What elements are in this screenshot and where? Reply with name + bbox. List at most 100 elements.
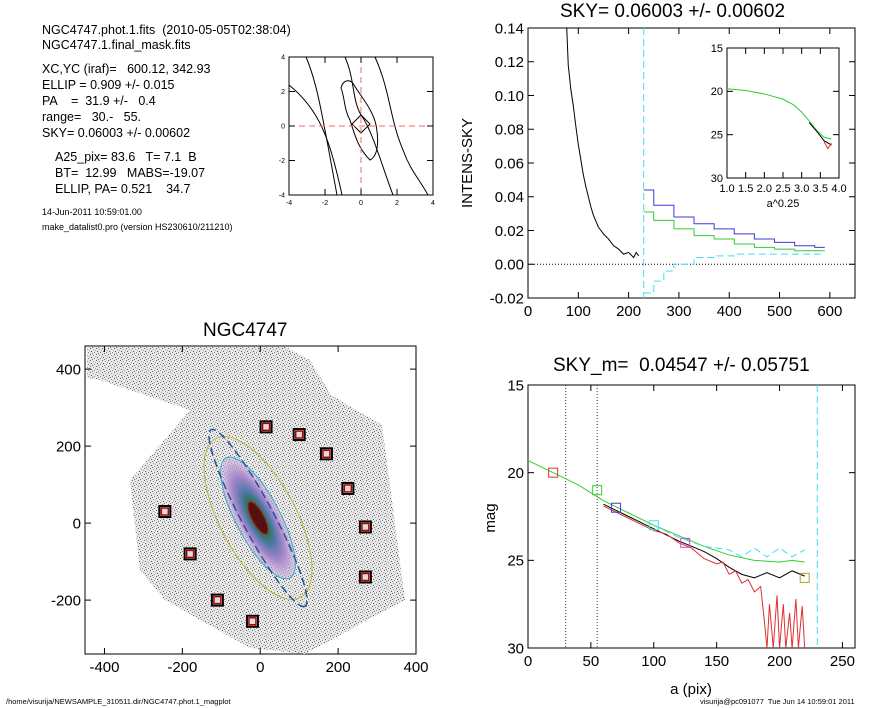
- mask-marker-inner: [361, 522, 370, 532]
- program-line: make_datalist0.pro (version HS230610/211…: [42, 222, 233, 232]
- contour-line-4: [374, 56, 429, 196]
- file-line: NGC4747.phot.1.fits (2010-05-05T02:38:04…: [42, 23, 291, 37]
- y-tick-label: 0.14: [495, 20, 524, 37]
- isophote-marker: [592, 485, 603, 496]
- inset-series-green: [726, 88, 832, 140]
- y-tick-label: 25: [507, 553, 524, 570]
- mag-ylabel: mag: [482, 503, 499, 532]
- x-tick-label: 2: [395, 200, 399, 207]
- inset-plot: 1.0 1.5 2.0 2.5 3.0 3.5 4.0 15 20 25 30 a^0.25: [711, 43, 847, 210]
- x-tick-label: 200: [767, 653, 792, 670]
- y-tick-label: -200: [51, 592, 81, 609]
- contour-line-2: [305, 56, 338, 196]
- footer-user: visurija@pc091077 Tue Jun 14 10:59:01 20…: [700, 697, 855, 706]
- y-tick-label: 25: [711, 130, 723, 142]
- galaxy-fit-ellipse: [208, 428, 308, 608]
- contour-plot: -4 -2 0 2 4 -4 -2 0 2 4: [279, 54, 435, 207]
- mag-series-cyan: [653, 524, 805, 558]
- x-tick-label: 0: [524, 303, 532, 320]
- inset-series-black: [808, 122, 832, 146]
- inset-xlabel: a^0.25: [767, 198, 800, 210]
- mask-marker-inner: [185, 549, 195, 559]
- bt-line: BT= 12.99 MABS=-19.07: [55, 166, 206, 180]
- galaxy-outer-isophote: [203, 436, 313, 600]
- x-tick-label: -2: [322, 200, 328, 207]
- isophote-marker: [611, 502, 622, 513]
- y-tick-label: 15: [507, 377, 524, 394]
- x-tick-label: 100: [641, 653, 666, 670]
- y-tick-label: 0.02: [495, 223, 524, 240]
- x-tick-label: 500: [767, 303, 792, 320]
- y-tick-label: 200: [56, 438, 81, 455]
- x-tick-label: 2.0: [757, 183, 772, 195]
- intens-series-cyan: [643, 253, 825, 294]
- x-tick-label: 400: [717, 303, 742, 320]
- mask-marker-inner: [294, 430, 304, 439]
- mag-frame: [527, 384, 856, 649]
- isophote-marker: [799, 572, 810, 583]
- x-tick-label: 4: [431, 200, 435, 207]
- sky-line: SKY= 0.06003 +/- 0.00602: [42, 126, 191, 140]
- image-plot: -400 -200 0 200 400 -200 0 200 400: [51, 345, 429, 676]
- mask-marker-inner: [160, 507, 170, 516]
- x-tick-label: 0: [524, 653, 532, 670]
- mag-series-black: [603, 503, 805, 579]
- x-tick-label: -4: [286, 200, 292, 207]
- x-tick-label: 4.0: [831, 183, 846, 195]
- intens-series-blue: [643, 189, 825, 248]
- y-tick-label: 2: [281, 89, 285, 96]
- x-tick-label: -400: [89, 659, 119, 676]
- x-tick-label: 250: [830, 653, 855, 670]
- y-tick-label: 0.06: [495, 155, 524, 172]
- y-tick-label: -4: [279, 192, 285, 199]
- y-tick-label: 0.04: [495, 189, 524, 206]
- x-tick-label: 50: [583, 653, 600, 670]
- x-tick-label: 0: [359, 200, 363, 207]
- pa-line: PA = 31.9 +/- 0.4: [42, 94, 156, 108]
- y-tick-label: 4: [281, 54, 285, 61]
- x-tick-label: 150: [704, 653, 729, 670]
- date-line: 14-Jun-2011 10:59:01.00: [42, 207, 142, 217]
- x-tick-label: 100: [566, 303, 591, 320]
- inset-frame: [726, 47, 840, 179]
- x-tick-label: 0: [256, 659, 264, 676]
- mask-marker-inner: [248, 617, 257, 626]
- mask-marker-inner: [361, 572, 370, 582]
- mask-marker-inner: [343, 484, 353, 493]
- intens-series-black: [566, 27, 640, 259]
- intens-title: SKY= 0.06003 +/- 0.00602: [560, 1, 786, 22]
- mag-title: SKY_m= 0.04547 +/- 0.05751: [553, 355, 810, 376]
- y-tick-label: 30: [711, 173, 723, 185]
- x-tick-label: 3.5: [813, 183, 828, 195]
- contour-ring: [340, 80, 379, 161]
- x-tick-label: 3.0: [794, 183, 809, 195]
- mag-xlabel: a (pix): [670, 681, 712, 698]
- y-tick-label: 30: [507, 640, 524, 657]
- contour-line-1: [288, 84, 343, 196]
- ellip-line: ELLIP = 0.909 +/- 0.015: [42, 78, 175, 92]
- y-tick-label: 20: [507, 465, 524, 482]
- isophote-marker: [648, 520, 659, 531]
- y-tick-label: 15: [711, 43, 723, 55]
- a25-line: A25_pix= 83.6 T= 7.1 B: [55, 150, 197, 164]
- image-frame: [84, 345, 417, 655]
- y-tick-label: -2: [279, 158, 285, 165]
- y-tick-label: 400: [56, 361, 81, 378]
- y-tick-label: 0.10: [495, 88, 524, 105]
- mask-line: NGC4747.1.final_mask.fits: [42, 38, 191, 52]
- x-tick-label: 1.0: [719, 183, 734, 195]
- mask-marker-inner: [261, 422, 271, 432]
- y-tick-label: 0.12: [495, 54, 524, 71]
- intens-ylabel: INTENS-SKY: [459, 118, 476, 208]
- y-tick-label: -0.02: [490, 290, 524, 307]
- image-title: NGC4747: [203, 320, 288, 341]
- mask-marker-inner: [213, 595, 222, 605]
- x-tick-label: 600: [817, 303, 842, 320]
- image-noise-lower: [130, 480, 225, 600]
- y-tick-label: 0.08: [495, 122, 524, 139]
- x-tick-label: 400: [403, 659, 428, 676]
- x-tick-label: 2.5: [775, 183, 790, 195]
- galaxy-core: [247, 501, 269, 535]
- x-tick-label: 200: [616, 303, 641, 320]
